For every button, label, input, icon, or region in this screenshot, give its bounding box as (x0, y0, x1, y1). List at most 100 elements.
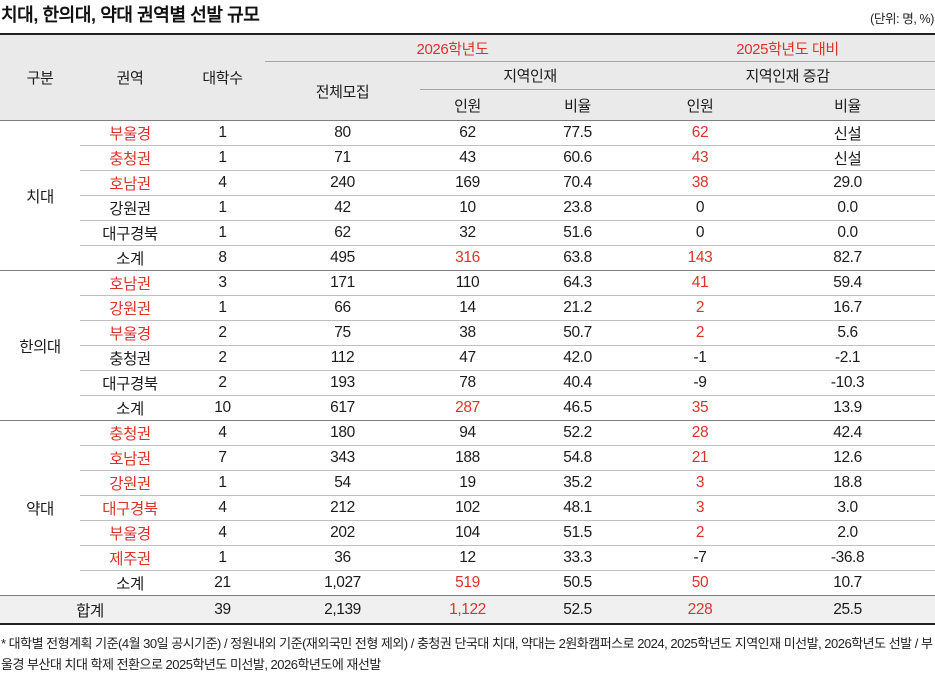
header-ratio: 비율 (515, 89, 641, 121)
table-row: 부울경 2 75 38 50.7 2 5.6 (0, 320, 935, 346)
univ-count-cell: 4 (180, 170, 265, 196)
regional-ratio-cell: 60.6 (515, 145, 641, 171)
header-regional-talent: 지역인재 (420, 61, 641, 90)
change-ratio-cell: 82.7 (760, 245, 935, 271)
region-cell: 충청권 (80, 145, 180, 171)
selection-scale-table: 구분 권역 대학수 2026학년도 2025학년도 대비 전체모집 지역인재 지… (0, 33, 935, 625)
regional-num-cell: 104 (420, 520, 515, 546)
regional-ratio-cell: 42.0 (515, 345, 641, 371)
table-row: 강원권 1 42 10 23.8 0 0.0 (0, 195, 935, 221)
change-ratio-cell: 0.0 (760, 220, 935, 246)
region-cell: 충청권 (80, 345, 180, 371)
univ-count-cell: 7 (180, 445, 265, 471)
regional-num-cell: 102 (420, 495, 515, 521)
regional-num-cell: 169 (420, 170, 515, 196)
change-num-cell: 50 (640, 570, 761, 596)
table-row: 강원권 1 54 19 35.2 3 18.8 (0, 470, 935, 496)
change-ratio-cell: 12.6 (760, 445, 935, 471)
total-recruit-cell: 212 (265, 495, 420, 521)
total-recruit-cell: 75 (265, 320, 420, 346)
region-cell: 소계 (80, 395, 180, 421)
regional-ratio-cell: 77.5 (515, 120, 641, 146)
table-row: 소계 8 495 316 63.8 143 82.7 (0, 245, 935, 271)
table-row: 호남권 7 343 188 54.8 21 12.6 (0, 445, 935, 471)
change-num-cell: 3 (640, 470, 761, 496)
region-cell: 호남권 (80, 270, 180, 296)
table-header: 구분 권역 대학수 2026학년도 2025학년도 대비 전체모집 지역인재 지… (0, 34, 935, 121)
regional-ratio-cell: 64.3 (515, 270, 641, 296)
change-num-cell: 41 (640, 270, 761, 296)
change-num-cell: 228 (640, 595, 761, 624)
regional-num-cell: 94 (420, 420, 515, 446)
regional-num-cell: 32 (420, 220, 515, 246)
header-row-2: 전체모집 지역인재 지역인재 증감 (0, 61, 935, 121)
total-label: 합계 (0, 595, 180, 624)
total-recruit-cell: 202 (265, 520, 420, 546)
change-num-cell: 0 (640, 220, 761, 246)
univ-count-cell: 1 (180, 220, 265, 246)
regional-num-cell: 78 (420, 370, 515, 396)
header-row-1: 구분 권역 대학수 2026학년도 2025학년도 대비 (0, 34, 935, 121)
regional-num-cell: 14 (420, 295, 515, 321)
univ-count-cell: 4 (180, 520, 265, 546)
total-recruit-cell: 54 (265, 470, 420, 496)
change-ratio-cell: 신설 (760, 120, 935, 146)
table-row: 호남권 4 240 169 70.4 38 29.0 (0, 170, 935, 196)
region-cell: 부울경 (80, 120, 180, 146)
change-ratio-cell: -10.3 (760, 370, 935, 396)
univ-count-cell: 2 (180, 370, 265, 396)
total-recruit-cell: 171 (265, 270, 420, 296)
change-num-cell: 2 (640, 520, 761, 546)
regional-num-cell: 188 (420, 445, 515, 471)
table-row: 소계 10 617 287 46.5 35 13.9 (0, 395, 935, 421)
change-ratio-cell: 10.7 (760, 570, 935, 596)
univ-count-cell: 4 (180, 495, 265, 521)
univ-count-cell: 1 (180, 145, 265, 171)
change-num-cell: 3 (640, 495, 761, 521)
regional-num-cell: 12 (420, 545, 515, 571)
regional-ratio-cell: 70.4 (515, 170, 641, 196)
regional-ratio-cell: 52.5 (515, 595, 641, 624)
regional-num-cell: 62 (420, 120, 515, 146)
change-num-cell: 143 (640, 245, 761, 271)
regional-num-cell: 47 (420, 345, 515, 371)
title-bar: 치대, 한의대, 약대 권역별 선발 규모 (단위: 명, %) (0, 0, 935, 33)
total-recruit-cell: 1,027 (265, 570, 420, 596)
table-row: 부울경 4 202 104 51.5 2 2.0 (0, 520, 935, 546)
change-num-cell: 35 (640, 395, 761, 421)
change-num-cell: -1 (640, 345, 761, 371)
region-cell: 대구경북 (80, 370, 180, 396)
region-cell: 호남권 (80, 445, 180, 471)
header-ratio-change: 비율 (760, 89, 935, 121)
total-recruit-cell: 66 (265, 295, 420, 321)
univ-count-cell: 8 (180, 245, 265, 271)
header-row-3: 인원 비율 인원 비율 (0, 89, 935, 121)
table-row: 대구경북 4 212 102 48.1 3 3.0 (0, 495, 935, 521)
change-num-cell: 62 (640, 120, 761, 146)
regional-num-cell: 43 (420, 145, 515, 171)
region-cell: 강원권 (80, 195, 180, 221)
region-cell: 충청권 (80, 420, 180, 446)
change-ratio-cell: 2.0 (760, 520, 935, 546)
change-num-cell: 38 (640, 170, 761, 196)
univ-count-cell: 4 (180, 420, 265, 446)
region-cell: 소계 (80, 245, 180, 271)
change-ratio-cell: 29.0 (760, 170, 935, 196)
regional-ratio-cell: 35.2 (515, 470, 641, 496)
region-cell: 부울경 (80, 520, 180, 546)
total-recruit-cell: 240 (265, 170, 420, 196)
region-cell: 대구경북 (80, 495, 180, 521)
header-year-2026: 2026학년도 (265, 34, 641, 62)
regional-ratio-cell: 23.8 (515, 195, 641, 221)
regional-ratio-cell: 33.3 (515, 545, 641, 571)
total-recruit-cell: 42 (265, 195, 420, 221)
table-row: 한의대 호남권 3 171 110 64.3 41 59.4 (0, 270, 935, 421)
change-num-cell: 28 (640, 420, 761, 446)
table-row: 소계 21 1,027 519 50.5 50 10.7 (0, 570, 935, 596)
total-recruit-cell: 180 (265, 420, 420, 446)
change-num-cell: 2 (640, 295, 761, 321)
univ-count-cell: 1 (180, 195, 265, 221)
table-row: 치대 부울경 1 80 62 77.5 62 신설 (0, 120, 935, 271)
group-label: 한의대 (0, 270, 80, 421)
